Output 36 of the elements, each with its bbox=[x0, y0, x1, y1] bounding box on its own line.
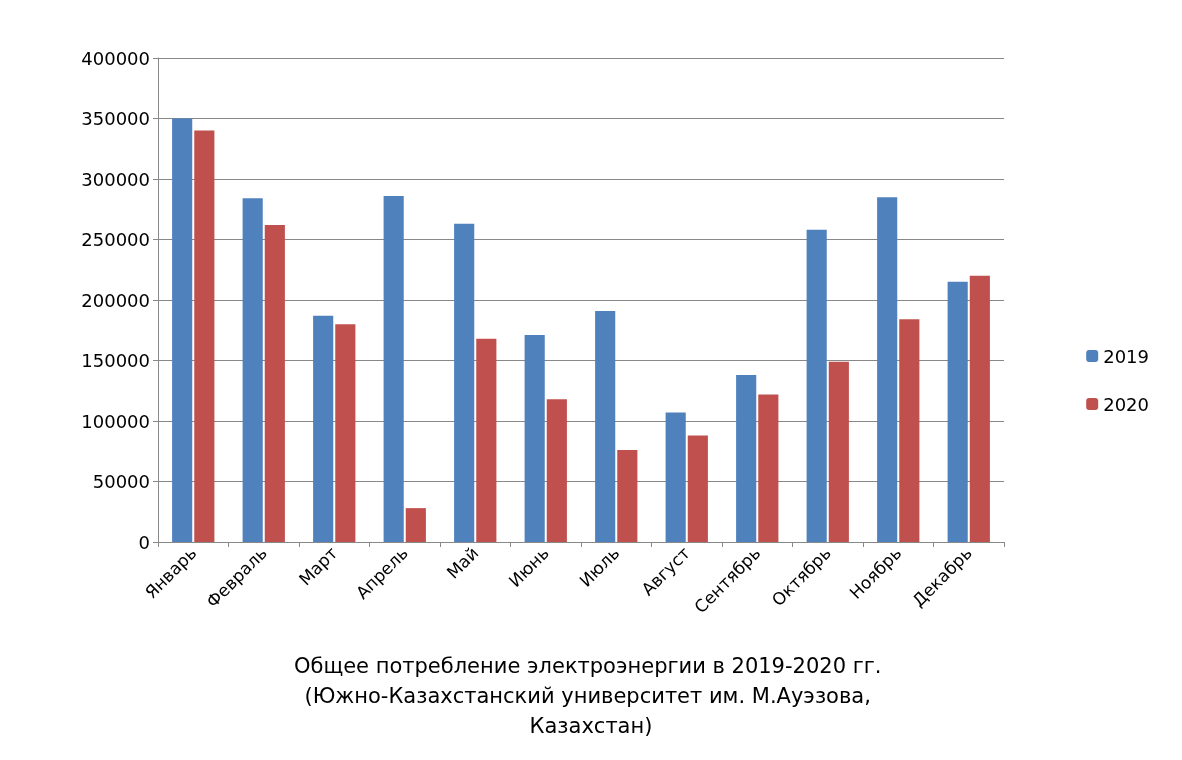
bar bbox=[758, 394, 779, 542]
y-tick-label: 50000 bbox=[92, 471, 150, 492]
bar bbox=[172, 118, 193, 542]
bar bbox=[665, 412, 686, 542]
bar bbox=[806, 229, 827, 542]
bar bbox=[524, 335, 545, 542]
y-tick-label: 250000 bbox=[81, 229, 150, 250]
y-tick-label: 200000 bbox=[81, 289, 150, 311]
bar bbox=[687, 435, 708, 542]
bar bbox=[595, 310, 616, 542]
bar bbox=[383, 195, 404, 542]
bar bbox=[736, 375, 757, 542]
bar bbox=[877, 197, 898, 542]
y-tick-label: 100000 bbox=[81, 410, 150, 432]
bar bbox=[828, 361, 849, 542]
bar bbox=[242, 198, 263, 542]
bar bbox=[899, 319, 920, 542]
bar bbox=[546, 399, 567, 542]
bar bbox=[476, 338, 497, 542]
legend-label: 2019 bbox=[1103, 345, 1149, 367]
y-tick-label: 0 bbox=[138, 531, 150, 553]
y-tick-label: 350000 bbox=[81, 108, 150, 129]
bar bbox=[969, 275, 990, 542]
legend-label: 2020 bbox=[1103, 393, 1149, 415]
bar bbox=[264, 224, 285, 542]
y-tick-label: 300000 bbox=[81, 168, 150, 190]
bar bbox=[405, 508, 426, 542]
y-tick-label: 400000 bbox=[81, 47, 150, 69]
y-tick-label: 150000 bbox=[81, 350, 150, 371]
bar bbox=[194, 130, 215, 542]
text: Общее потребление электроэнергии в 2019-2020 гг. (Южно-Казахстанский университет им. М.Ауэзова, Казахстан) bbox=[293, 654, 889, 738]
bar bbox=[617, 450, 638, 542]
bar bbox=[947, 281, 968, 542]
bar bbox=[313, 315, 334, 542]
bar bbox=[335, 324, 356, 542]
bar bbox=[454, 223, 475, 542]
